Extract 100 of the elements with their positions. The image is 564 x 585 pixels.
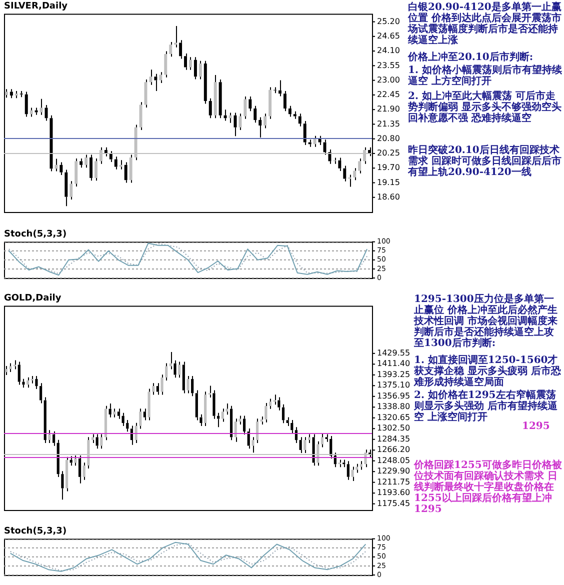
candlestick bbox=[61, 470, 64, 500]
y-tick-label: 19.15 bbox=[377, 178, 400, 187]
candlestick bbox=[134, 422, 138, 444]
candlestick bbox=[194, 56, 197, 80]
candlestick bbox=[264, 402, 268, 423]
candlestick bbox=[164, 50, 168, 78]
candlestick bbox=[360, 460, 362, 470]
candlestick bbox=[169, 42, 172, 58]
candlestick bbox=[184, 52, 188, 70]
candlestick bbox=[204, 60, 207, 104]
chart-title: Stoch(5,3,3) bbox=[4, 230, 67, 240]
candlestick bbox=[159, 72, 162, 84]
candlestick bbox=[274, 86, 277, 94]
candlestick bbox=[303, 120, 306, 146]
candlestick bbox=[286, 416, 289, 426]
candlestick bbox=[268, 398, 272, 410]
y-tick-label: 21.35 bbox=[377, 119, 400, 128]
candlestick bbox=[308, 434, 311, 444]
candlestick bbox=[342, 459, 346, 468]
candlestick bbox=[293, 110, 296, 120]
y-tick-label: 1175.45 bbox=[377, 498, 410, 508]
candlestick bbox=[228, 112, 232, 124]
candlestick bbox=[198, 60, 202, 80]
candlestick bbox=[80, 158, 83, 168]
candlestick bbox=[288, 105, 292, 118]
chart-title: GOLD,Daily bbox=[4, 294, 62, 304]
y-tick-label: 1248.05 bbox=[377, 456, 410, 465]
candlestick bbox=[165, 362, 168, 381]
candlestick bbox=[224, 109, 227, 122]
candlestick bbox=[258, 116, 262, 138]
y-tick-label: 1393.25 bbox=[377, 370, 410, 379]
y-tick-label: 19.70 bbox=[377, 163, 400, 172]
ref-line-label: 1295 bbox=[522, 421, 551, 432]
text: 1. 如直接回调至1250-1560才获支撑企稳 显示多头疲弱 后市恐难形成持续逼空局面 bbox=[414, 355, 562, 388]
candlestick bbox=[126, 420, 129, 432]
candlestick bbox=[9, 362, 12, 372]
candlestick bbox=[20, 90, 23, 98]
y-tick-label: 20.25 bbox=[377, 148, 400, 158]
candlestick bbox=[238, 113, 242, 131]
y-tick-label: 1429.55 bbox=[377, 348, 410, 358]
y-tick-label: 1193.60 bbox=[377, 488, 410, 498]
candlestick bbox=[94, 158, 98, 182]
candlestick bbox=[114, 156, 118, 170]
candlestick bbox=[179, 40, 182, 60]
candlestick bbox=[254, 105, 257, 124]
y-tick-label: 1338.80 bbox=[377, 402, 410, 412]
candlestick bbox=[290, 420, 294, 434]
candlestick bbox=[18, 361, 20, 386]
text: 2. 如上冲至此大幅震荡 可后市走势判断偏弱 显示多头不够强劲空头回补意愿不强 恐难持续逼空 bbox=[408, 91, 562, 124]
candlestick bbox=[96, 434, 98, 450]
candlestick bbox=[78, 455, 82, 484]
candlestick bbox=[54, 158, 58, 172]
text: 价格上冲至20.10后市判断: bbox=[408, 52, 534, 63]
candlestick bbox=[35, 376, 38, 390]
candlestick bbox=[90, 154, 93, 182]
y-tick-label: 23.00 bbox=[377, 75, 400, 84]
candlestick bbox=[74, 158, 78, 187]
candlestick bbox=[64, 169, 68, 207]
candlestick bbox=[44, 396, 46, 444]
candlestick bbox=[282, 404, 285, 424]
candlestick bbox=[338, 157, 342, 172]
candlestick bbox=[56, 439, 60, 478]
candlestick bbox=[278, 80, 282, 97]
candlestick bbox=[214, 74, 217, 119]
y-tick-label: 1302.50 bbox=[377, 424, 410, 433]
candlestick bbox=[182, 361, 185, 394]
candlestick bbox=[113, 408, 116, 418]
candlestick bbox=[248, 96, 252, 112]
y-tick-label: 1229.90 bbox=[377, 466, 410, 476]
chart-title: SILVER,Daily bbox=[4, 2, 68, 12]
candlestick bbox=[10, 88, 13, 99]
candlestick bbox=[212, 390, 216, 420]
candlestick bbox=[44, 104, 48, 122]
candlestick bbox=[22, 378, 25, 388]
text: 白银20.90-4120是多单第一止赢位置 价格到达此点后会展开震荡市场试震荡幅度判断后市是否还能持续逼空上涨 bbox=[408, 2, 562, 46]
candlestick bbox=[343, 165, 346, 182]
y-tick-label: 1284.35 bbox=[377, 434, 410, 444]
candlestick bbox=[122, 412, 124, 426]
candlestick bbox=[40, 382, 42, 404]
candlestick bbox=[188, 56, 192, 70]
y-tick-label: 1266.20 bbox=[377, 445, 410, 454]
candlestick bbox=[278, 396, 280, 411]
candlestick bbox=[299, 436, 302, 454]
candlestick bbox=[283, 90, 286, 112]
candlestick bbox=[152, 382, 155, 396]
candlestick bbox=[24, 91, 28, 118]
candlestick bbox=[119, 160, 122, 170]
text: 1. 如价格小幅震荡则后市有望持续逼空 上方空间打开 bbox=[408, 65, 562, 87]
y-tick-label: 24.10 bbox=[377, 46, 400, 56]
candlestick bbox=[144, 79, 148, 108]
candlestick bbox=[256, 418, 259, 444]
candlestick bbox=[346, 460, 350, 480]
candlestick bbox=[160, 374, 164, 396]
candlestick bbox=[82, 462, 86, 480]
candlestick bbox=[108, 402, 112, 418]
candlestick bbox=[244, 96, 247, 120]
y-tick-label: 1211.75 bbox=[377, 477, 410, 486]
candlestick bbox=[100, 434, 103, 450]
candlestick bbox=[143, 408, 146, 421]
candlestick bbox=[14, 90, 18, 99]
